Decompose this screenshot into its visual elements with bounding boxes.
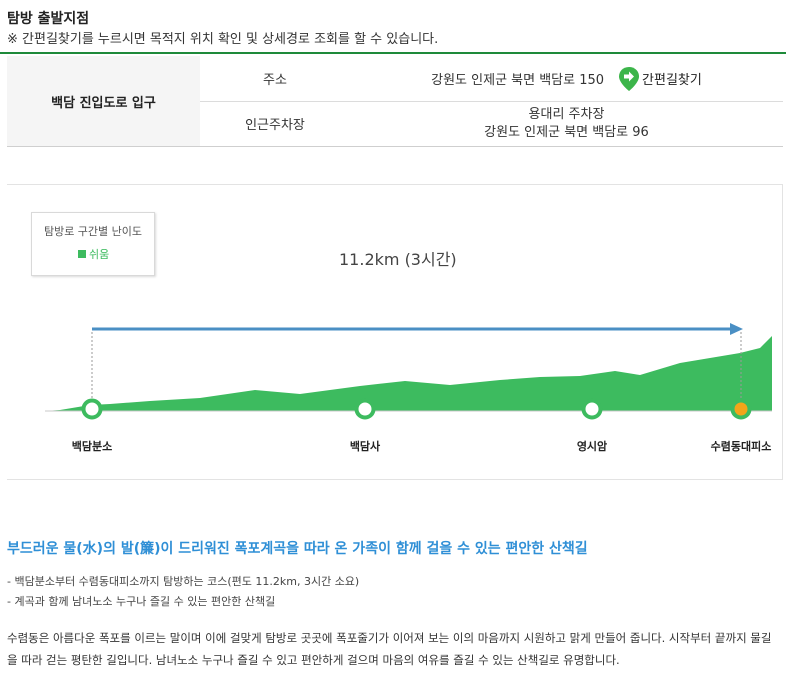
address-value-cell: 강원도 인제군 북면 백담로 150 간편길찾기 bbox=[350, 56, 783, 101]
course-subtitle: 부드러운 물(水)의 발(簾)이 드리워진 폭포계곡을 따라 온 가족이 함께 … bbox=[7, 541, 588, 557]
course-bullet: - 백담분소부터 수렴동대피소까지 탐방하는 코스(편도 11.2km, 3시간… bbox=[7, 575, 360, 588]
course-description: 수렴동은 아름다운 폭포를 이르는 말이며 이에 걸맞게 탐방로 곳곳에 폭포줄… bbox=[7, 631, 772, 667]
parking-row: 인근주차장 용대리 주차장 강원도 인제군 북면 백담로 96 bbox=[200, 101, 783, 146]
title-divider bbox=[0, 52, 786, 54]
address-label: 주소 bbox=[263, 73, 287, 88]
find-route-label: 간편길찾기 bbox=[642, 73, 702, 88]
legend-swatch-easy bbox=[78, 250, 86, 258]
section-title: 탐방 출발지점 bbox=[7, 11, 90, 27]
course-arrow-head bbox=[730, 323, 743, 335]
start-point-table: 백담 진입도로 입구 주소 강원도 인제군 북면 백담로 150 간편길찾기 인… bbox=[7, 56, 783, 146]
waypoint-marker-baekdamsa bbox=[354, 398, 376, 420]
start-point-name: 백담 진입도로 입구 bbox=[7, 56, 200, 146]
map-pin-icon bbox=[619, 66, 640, 91]
parking-name: 용대리 주차장 bbox=[528, 106, 605, 122]
table-bottom-border bbox=[7, 146, 783, 147]
terrain-area bbox=[45, 336, 772, 411]
parking-label: 인근주차장 bbox=[245, 118, 305, 133]
course-distance-time: 11.2km (3시간) bbox=[339, 250, 457, 269]
waypoint-label: 수렴동대피소 bbox=[710, 440, 772, 453]
notice-text: ※ 간편길찾기를 누르시면 목적지 위치 확인 및 상세경로 조회를 할 수 있… bbox=[7, 32, 439, 47]
address-row: 주소 강원도 인제군 북면 백담로 150 간편길찾기 bbox=[200, 56, 783, 102]
course-diagram bbox=[7, 184, 783, 480]
parking-value-cell: 용대리 주차장 강원도 인제군 북면 백담로 96 bbox=[350, 101, 783, 146]
address-value: 강원도 인제군 북면 백담로 150 bbox=[431, 73, 605, 88]
course-bullet: - 계곡과 함께 남녀노소 누구나 즐길 수 있는 편안한 산책길 bbox=[7, 595, 276, 608]
waypoint-label: 영시암 bbox=[576, 440, 608, 453]
parking-address: 강원도 인제군 북면 백담로 96 bbox=[484, 124, 649, 140]
legend-label-easy: 쉬움 bbox=[89, 248, 110, 261]
find-route-button[interactable]: 간편길찾기 bbox=[618, 66, 702, 92]
waypoint-label: 백담사 bbox=[349, 440, 381, 453]
waypoint-marker-baekdam-office bbox=[81, 398, 103, 420]
waypoint-marker-yeongsiam bbox=[581, 398, 603, 420]
waypoint-label: 백담분소 bbox=[71, 440, 113, 453]
difficulty-legend: 탐방로 구간별 난이도 쉬움 bbox=[31, 212, 155, 276]
waypoint-marker-suryeomdong-shelter bbox=[730, 398, 752, 420]
legend-title: 탐방로 구간별 난이도 bbox=[43, 225, 143, 238]
legend-item-easy: 쉬움 bbox=[78, 246, 109, 262]
